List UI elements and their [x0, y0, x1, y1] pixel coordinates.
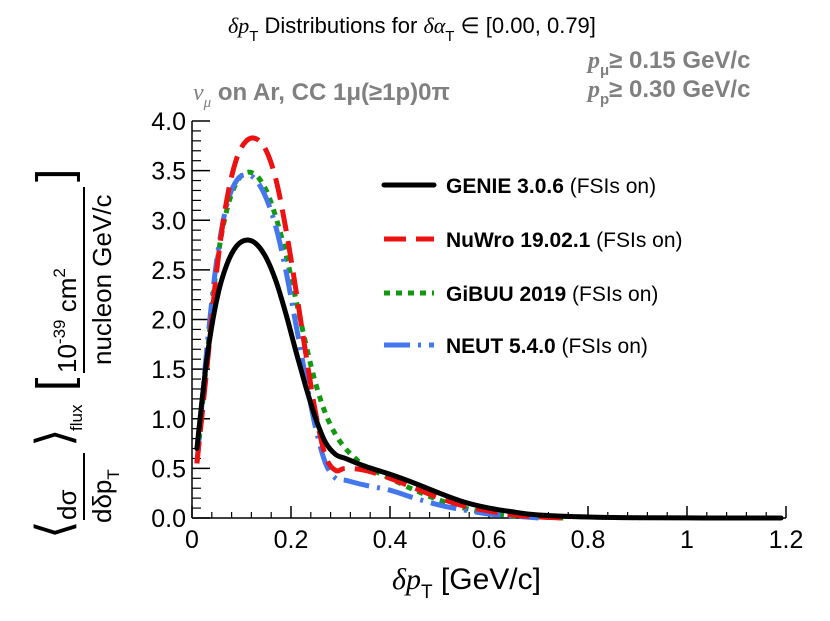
x-ticks: 0 0.2 0.4 0.6 0.8 1 1.2: [185, 506, 803, 554]
y-flux: flux: [67, 404, 86, 431]
y-num-text: cm: [52, 278, 82, 320]
x-unit: [GeV/c]: [433, 563, 541, 596]
legend-suffix-nuwro: (FSIs on): [590, 229, 682, 252]
legend-name-nuwro: NuWro 19.02.1: [446, 229, 591, 252]
cut-muon-var: p: [586, 48, 600, 74]
y-exp-base: 10: [52, 344, 82, 373]
y-deriv-den-sub: T: [104, 469, 123, 479]
legend-suffix-gibuu: (FSIs on): [566, 283, 658, 306]
title-prefix: δp: [228, 13, 249, 38]
y-tick-label: 3.5: [151, 158, 186, 186]
title-alpha: δα: [423, 13, 445, 38]
y-right-bracket: ]: [28, 169, 81, 182]
y-tick-label: 3.0: [151, 207, 186, 235]
process-label: νμ on Ar, CC 1μ(≥1p)0π: [193, 79, 450, 111]
x-tick-label: 1.2: [769, 526, 804, 554]
x-tick-label: 0.4: [373, 526, 408, 554]
title-range: ∈ [0.00, 0.79]: [454, 13, 595, 38]
cut-muon-sub: μ: [600, 62, 609, 79]
process-nu: ν: [193, 80, 204, 106]
series-lines: [194, 135, 784, 521]
series-line-nuwro: [194, 135, 564, 521]
y-numerator: 10-39 cm2: [50, 268, 82, 373]
cut-proton-text: ≥ 0.30 GeV/c: [609, 76, 750, 103]
title-alpha-sub: T: [445, 28, 454, 45]
x-tick-label: 1: [680, 526, 694, 554]
title-prefix-sub: T: [249, 28, 258, 45]
legend-label-neut: NEUT 5.4.0 (FSIs on): [446, 335, 648, 358]
chart-title: δpT Distributions for δαT ∈ [0.00, 0.79]: [228, 13, 596, 45]
y-right-angle: ⟩: [28, 428, 81, 447]
y-denominator: nucleon GeV/c: [87, 194, 117, 365]
x-tick-label: 0.8: [571, 526, 606, 554]
process-text: on Ar, CC 1μ(≥1p)0π: [211, 79, 450, 106]
legend-name-genie: GENIE 3.0.6: [446, 175, 564, 198]
x-label-sub: T: [421, 582, 433, 603]
y-tick-label: 0.5: [151, 455, 186, 483]
process-nu-sub: μ: [203, 95, 212, 111]
y-tick-label: 1.0: [151, 406, 186, 434]
y-deriv-den: dδpT: [87, 469, 123, 523]
legend-label-gibuu: GiBUU 2019 (FSIs on): [446, 283, 658, 306]
y-tick-label: 0.0: [151, 505, 186, 533]
x-axis-title: δpT [GeV/c]: [392, 563, 541, 603]
series-line-genie: [194, 237, 784, 521]
x-tick-label: 0.6: [472, 526, 507, 554]
legend: GENIE 3.0.6 (FSIs on)NuWro 19.02.1 (FSIs…: [381, 175, 683, 358]
legend-name-gibuu: GiBUU 2019: [446, 283, 566, 306]
y-num-sup: 2: [50, 268, 69, 277]
cut-muon: pμ≥ 0.15 GeV/c: [586, 47, 750, 79]
y-left-bracket: [: [28, 378, 81, 391]
legend-label-nuwro: NuWro 19.02.1 (FSIs on): [446, 229, 683, 252]
x-tick-label: 0: [185, 526, 199, 554]
legend-suffix-genie: (FSIs on): [564, 175, 656, 198]
y-deriv-den-text: dδp: [87, 480, 117, 523]
y-left-angle: ⟨: [28, 520, 81, 539]
y-ticks: 0.0 0.5 1.0 1.5 2.0 2.5 3.0 3.5 4.0: [151, 108, 210, 533]
y-tick-label: 2.0: [151, 307, 186, 335]
y-exp: -39: [50, 320, 69, 345]
legend-name-neut: NEUT 5.4.0: [446, 335, 556, 358]
x-tick-label: 0.2: [274, 526, 309, 554]
y-deriv-num: dσ: [52, 489, 82, 520]
cut-proton-var: p: [586, 77, 600, 103]
legend-suffix-neut: (FSIs on): [556, 335, 648, 358]
y-tick-label: 2.5: [151, 257, 186, 285]
cut-proton-sub: p: [600, 91, 609, 108]
cut-muon-text: ≥ 0.15 GeV/c: [609, 47, 750, 74]
x-label: δp: [392, 563, 421, 596]
y-axis-title: ⟨ dσ dδpT ⟩ flux [ 10-39 cm2 nucleon GeV…: [28, 169, 123, 539]
title-middle: Distributions for: [258, 13, 423, 38]
y-tick-label: 1.5: [151, 356, 186, 384]
legend-label-genie: GENIE 3.0.6 (FSIs on): [446, 175, 656, 198]
cut-proton: pp≥ 0.30 GeV/c: [586, 76, 750, 108]
y-tick-label: 4.0: [151, 108, 186, 136]
